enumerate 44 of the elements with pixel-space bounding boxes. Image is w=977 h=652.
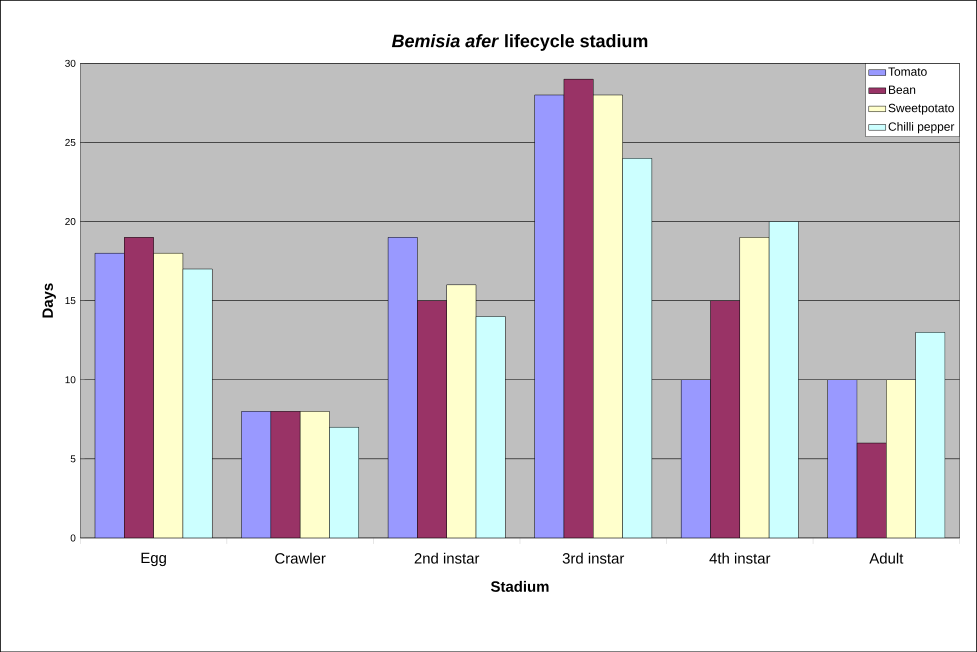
bar bbox=[446, 284, 476, 538]
bar bbox=[153, 252, 184, 538]
bar bbox=[710, 300, 740, 538]
bar bbox=[827, 379, 858, 538]
legend-label: Tomato bbox=[888, 67, 927, 76]
x-tick-label: Adult bbox=[869, 552, 904, 564]
bar bbox=[182, 268, 212, 538]
bar bbox=[417, 300, 447, 538]
y-tick-label: 15 bbox=[66, 297, 76, 304]
bar bbox=[270, 411, 300, 538]
bar bbox=[740, 236, 770, 538]
x-tick-label: 2nd instar bbox=[414, 552, 480, 564]
x-tick-label: 4th instar bbox=[709, 552, 770, 564]
bar bbox=[534, 94, 564, 538]
bar bbox=[886, 379, 916, 538]
bar bbox=[622, 158, 652, 538]
legend-label: Sweetpotato bbox=[888, 104, 954, 114]
x-axis-title: Stadium bbox=[490, 580, 549, 592]
y-axis-title: Days bbox=[42, 283, 56, 318]
y-tick-label: 5 bbox=[70, 455, 76, 462]
y-tick-label: 20 bbox=[65, 218, 76, 225]
y-tick-label: 30 bbox=[65, 60, 76, 67]
y-tick-label: 25 bbox=[65, 138, 76, 146]
bar bbox=[680, 379, 711, 538]
bar bbox=[94, 252, 125, 538]
bar bbox=[300, 411, 330, 538]
x-tick-label: 3rd instar bbox=[562, 552, 624, 564]
bar bbox=[476, 316, 506, 538]
x-tick-label: Egg bbox=[142, 552, 166, 566]
bar bbox=[241, 411, 272, 538]
bar bbox=[856, 442, 887, 538]
bar bbox=[593, 94, 623, 538]
x-tick-label: Crawler bbox=[275, 552, 326, 564]
y-tick-label: 10 bbox=[66, 376, 76, 384]
chart-title: Bemisia afer lifecycle stadium bbox=[392, 34, 648, 51]
bar bbox=[915, 332, 946, 538]
bar bbox=[124, 236, 154, 538]
bar bbox=[564, 78, 594, 538]
legend-label: Bean bbox=[889, 86, 916, 94]
bar bbox=[329, 426, 360, 538]
legend-label: Chilli pepper bbox=[888, 122, 954, 134]
bar bbox=[388, 236, 418, 538]
y-tick-label: 0 bbox=[70, 534, 76, 542]
bar bbox=[768, 221, 799, 538]
